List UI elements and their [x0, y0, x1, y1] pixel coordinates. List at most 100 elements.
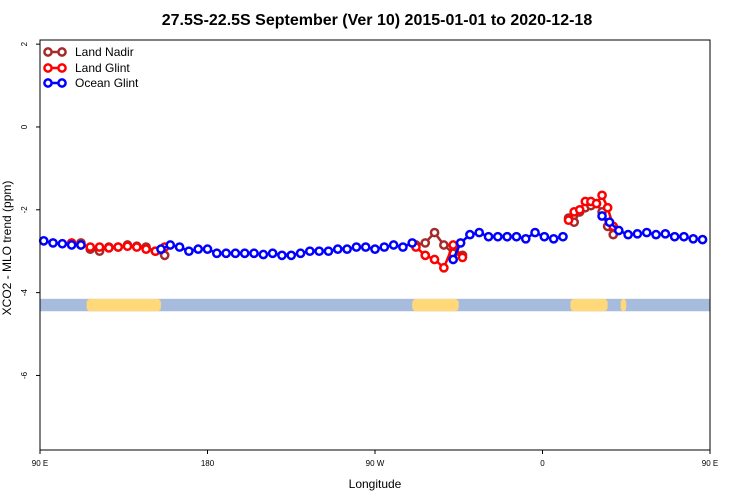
point-ocean-glint-1-22 [360, 242, 371, 252]
point-ocean-glint-3-4 [632, 228, 643, 239]
point-ocean-glint-1-15 [295, 248, 306, 259]
point-ocean-glint-1-12 [267, 248, 278, 259]
point-land-glint-0-7 [131, 242, 142, 252]
point-land-glint-0-4 [104, 243, 114, 253]
point-ocean-glint-3-5 [641, 227, 652, 238]
point-ocean-glint-1-11 [258, 249, 269, 260]
point-ocean-glint-0-2 [57, 238, 68, 249]
point-ocean-glint-1-26 [398, 242, 408, 252]
point-land-glint-2-6 [597, 190, 607, 201]
point-ocean-glint-3-10 [688, 233, 699, 244]
point-ocean-glint-2-9 [530, 227, 540, 238]
y-tick-label-4: -6 [20, 371, 29, 379]
point-ocean-glint-2-6 [502, 231, 512, 242]
point-ocean-glint-3-8 [669, 231, 680, 242]
point-ocean-glint-1-18 [323, 246, 334, 257]
point-ocean-glint-1-1 [165, 240, 176, 250]
series-ocean-glint [38, 211, 708, 265]
point-ocean-glint-3-7 [660, 228, 671, 239]
series-layer [38, 190, 708, 273]
point-ocean-glint-1-0 [156, 244, 166, 254]
legend-marker-land-glint [43, 63, 53, 73]
y-tick-label-3: -4 [20, 289, 29, 297]
point-ocean-glint-1-8 [230, 248, 241, 259]
x-tick-label-3: 0 [540, 459, 545, 468]
point-land-glint-0-6 [122, 241, 133, 252]
point-land-glint-0-8 [141, 244, 151, 254]
point-ocean-glint-2-8 [520, 233, 531, 244]
point-ocean-glint-1-14 [286, 250, 297, 261]
point-ocean-glint-0-3 [66, 240, 77, 250]
point-ocean-glint-0-4 [76, 240, 86, 250]
point-land-glint-0-3 [94, 242, 105, 252]
point-ocean-glint-1-13 [277, 250, 287, 261]
y-tick-label-2: -2 [20, 206, 29, 214]
point-land-glint-2-5 [591, 198, 602, 209]
point-ocean-glint-3-6 [651, 229, 661, 240]
point-ocean-glint-3-1 [604, 217, 615, 228]
point-ocean-glint-2-5 [492, 231, 503, 242]
point-ocean-glint-1-25 [388, 240, 399, 250]
point-ocean-glint-2-0 [448, 254, 459, 265]
point-land-nadir-1-3 [439, 240, 449, 250]
land-ocean-mask [40, 298, 710, 312]
legend-marker-land-glint-end [57, 63, 67, 73]
point-ocean-glint-2-4 [483, 231, 494, 242]
chart-title: 27.5S-22.5S September (Ver 10) 2015-01-0… [162, 12, 593, 29]
x-tick-label-4: 90 E [702, 459, 718, 468]
point-land-glint-2-7 [602, 202, 613, 213]
legend-label-land-glint: Land Glint [75, 61, 130, 75]
point-ocean-glint-1-16 [305, 246, 315, 257]
point-ocean-glint-2-2 [465, 229, 475, 240]
x-tick-label-1: 180 [201, 459, 215, 468]
point-ocean-glint-3-0 [597, 211, 607, 221]
point-ocean-glint-1-23 [370, 244, 380, 254]
point-ocean-glint-1-9 [239, 248, 250, 259]
point-ocean-glint-2-10 [539, 231, 550, 242]
point-ocean-glint-2-7 [511, 231, 522, 242]
point-land-glint-1-2 [429, 254, 440, 265]
point-land-glint-2-2 [574, 204, 585, 215]
point-ocean-glint-1-10 [249, 248, 259, 259]
point-ocean-glint-1-27 [407, 238, 418, 248]
y-tick-label-0: 2 [20, 41, 29, 46]
point-land-glint-1-4 [448, 240, 459, 250]
y-axis-label: XCO2 - MLO trend (ppm) [0, 181, 14, 316]
point-land-nadir-1-2 [429, 227, 440, 238]
land-band-0 [86, 298, 161, 312]
point-ocean-glint-2-1 [455, 238, 466, 248]
point-land-glint-2-0 [563, 215, 574, 226]
y-tick-label-1: 0 [20, 124, 29, 129]
point-ocean-glint-1-19 [332, 244, 343, 254]
point-ocean-glint-1-5 [202, 244, 213, 254]
land-band-1 [412, 298, 459, 312]
point-ocean-glint-3-2 [613, 225, 624, 236]
point-ocean-glint-3-3 [623, 229, 633, 240]
point-ocean-glint-2-11 [548, 233, 559, 244]
land-band-2 [570, 298, 608, 312]
point-ocean-glint-0-0 [38, 236, 49, 246]
point-land-glint-0-2 [85, 242, 96, 252]
legend-marker-ocean-glint [43, 78, 53, 88]
point-land-glint-1-3 [439, 262, 449, 273]
legend-marker-ocean-glint-end [57, 78, 67, 88]
point-ocean-glint-3-9 [679, 231, 689, 242]
point-ocean-glint-2-12 [558, 231, 568, 242]
point-ocean-glint-1-2 [174, 242, 185, 252]
point-ocean-glint-1-3 [184, 246, 194, 257]
point-ocean-glint-0-1 [48, 238, 58, 248]
y-axis: 2 0 -2 -4 -6 [20, 41, 40, 379]
legend-marker-land-nadir-end [57, 47, 67, 57]
point-ocean-glint-1-17 [314, 246, 325, 257]
point-ocean-glint-1-20 [342, 244, 352, 254]
point-ocean-glint-3-11 [697, 234, 708, 245]
legend: Land Nadir Land Glint Ocean Glint [43, 45, 139, 90]
legend-marker-land-nadir [43, 47, 53, 57]
point-ocean-glint-1-21 [351, 242, 362, 252]
x-tick-label-2: 90 W [366, 459, 385, 468]
point-land-glint-1-5 [457, 252, 468, 263]
point-ocean-glint-1-7 [221, 248, 231, 259]
x-axis-label: Longitude [349, 477, 402, 491]
point-ocean-glint-1-24 [379, 242, 390, 252]
